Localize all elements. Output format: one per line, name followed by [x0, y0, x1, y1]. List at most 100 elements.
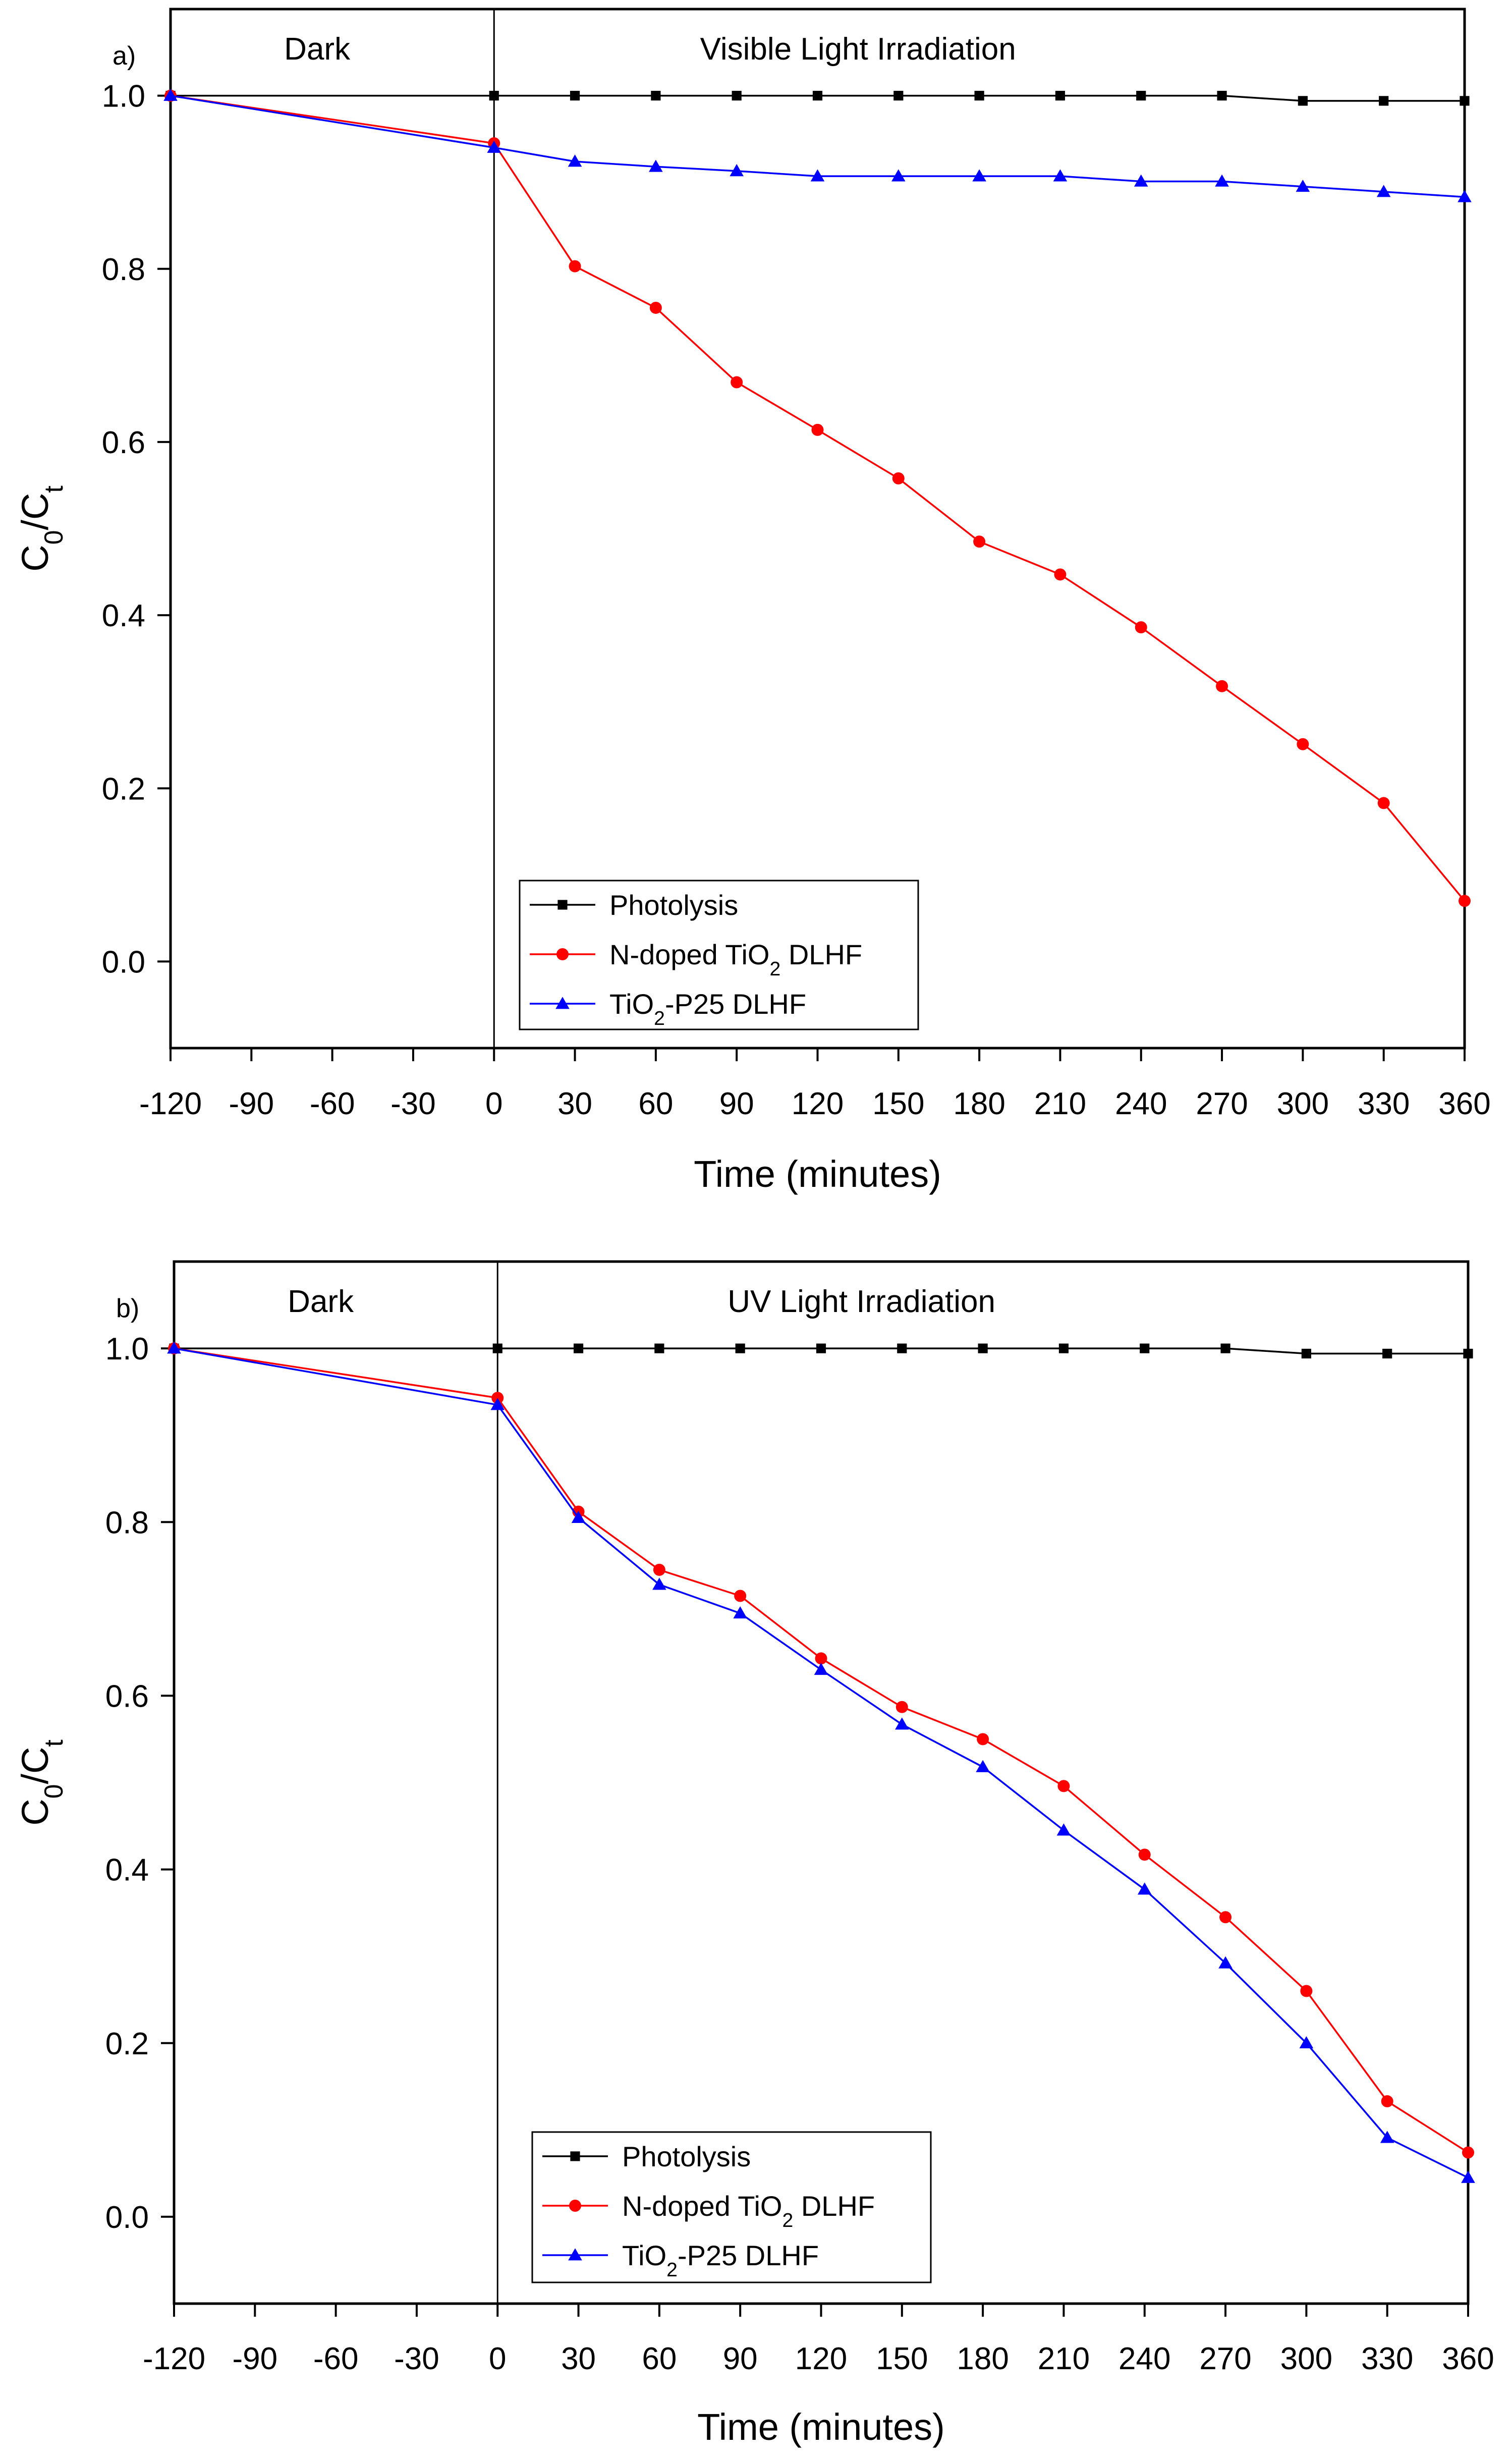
y-tick-label: 0.6: [105, 1679, 149, 1714]
data-point: [891, 169, 906, 182]
data-point: [811, 423, 824, 436]
data-point: [1057, 1780, 1070, 1792]
data-point: [895, 1701, 908, 1713]
x-axis-title: Time (minutes): [694, 1153, 941, 1195]
x-tick-label: 210: [1038, 2341, 1090, 2376]
series-triangle: [163, 88, 1472, 202]
legend-label: TiO2-P25 DLHF: [622, 2240, 819, 2281]
x-tick-label: -120: [139, 1086, 202, 1121]
data-point: [490, 1398, 505, 1410]
y-tick-label: 1.0: [102, 79, 145, 114]
x-tick-label: 150: [872, 1086, 924, 1121]
series-line: [174, 1347, 1469, 2154]
panel-b: -120 -90 -60 -30 0 30 60 90 120 150 180 210 240 270 30…: [14, 1260, 1494, 2448]
data-point: [972, 169, 986, 182]
data-point: [1138, 1848, 1151, 1861]
legend-label: N-doped TiO2 DLHF: [609, 939, 862, 980]
data-point: [1382, 1348, 1392, 1359]
data-point: [654, 1343, 664, 1353]
data-point: [1381, 2095, 1393, 2108]
series-line: [171, 94, 1465, 102]
data-point: [1463, 1348, 1473, 1359]
x-tick-label: 330: [1361, 2341, 1413, 2376]
legend-label: TiO2-P25 DLHF: [609, 988, 806, 1029]
x-tick-label: 270: [1196, 1086, 1248, 1121]
x-tick-label: 120: [792, 1086, 844, 1121]
x-tick-label: 90: [723, 2341, 758, 2376]
series-line: [170, 94, 1466, 902]
legend-marker: [556, 948, 569, 960]
x-tick-label: 30: [557, 1086, 592, 1121]
x-tick-label: -90: [233, 2341, 278, 2376]
series-line: [170, 94, 1465, 198]
x-tick-label: -90: [229, 1086, 274, 1121]
data-point: [1298, 96, 1308, 106]
data-point: [1297, 738, 1309, 750]
x-tick-label: 30: [561, 2341, 596, 2376]
panel-a: -120 -90 -60 -30 0 30 60 90 120 150 180 210 240 270 30…: [14, 8, 1491, 1195]
x-tick-label: 360: [1438, 1086, 1490, 1121]
data-point: [1140, 1343, 1150, 1353]
x-tick-label: 240: [1115, 1086, 1167, 1121]
data-point: [1137, 1882, 1152, 1895]
data-point: [1056, 1823, 1071, 1836]
x-tick-label: 300: [1280, 2341, 1332, 2376]
data-point: [730, 164, 744, 177]
region-label-light: UV Light Irradiation: [727, 1284, 995, 1319]
data-point: [973, 535, 986, 548]
data-point: [1058, 1343, 1069, 1353]
data-point: [1134, 174, 1148, 187]
panel-label: b): [116, 1294, 139, 1323]
data-point: [1296, 179, 1310, 192]
legend-label: Photolysis: [622, 2141, 751, 2172]
data-point: [568, 154, 582, 167]
x-tick-label: 180: [957, 2341, 1009, 2376]
legend-marker: [555, 997, 570, 1009]
series-line: [174, 1347, 1468, 1355]
series-square: [165, 90, 1470, 106]
data-point: [570, 90, 580, 101]
data-point: [489, 90, 499, 101]
data-point: [573, 1343, 584, 1353]
data-point: [492, 1343, 502, 1353]
data-point: [977, 1733, 989, 1745]
x-tick-label: 300: [1277, 1086, 1329, 1121]
data-point: [649, 301, 662, 314]
data-point: [812, 90, 823, 101]
region-label-light: Visible Light Irradiation: [700, 32, 1016, 67]
data-point: [897, 1343, 907, 1353]
data-point: [893, 90, 904, 101]
data-point: [1460, 96, 1470, 106]
data-point: [816, 1343, 826, 1353]
data-point: [1053, 169, 1068, 182]
y-tick-label: 0.4: [105, 1853, 149, 1888]
data-point: [1459, 895, 1471, 907]
data-point: [163, 88, 178, 101]
data-point: [167, 1341, 181, 1354]
data-point: [733, 1606, 747, 1619]
data-point: [1300, 1985, 1313, 1997]
data-point: [1217, 90, 1227, 101]
x-tick-label: 150: [876, 2341, 928, 2376]
y-tick-label: 0.8: [105, 1505, 149, 1540]
y-tick-label: 0.8: [102, 252, 145, 287]
y-axis-title: C0/Ct: [14, 1739, 68, 1826]
x-tick-label: 120: [795, 2341, 847, 2376]
x-tick-label: 360: [1442, 2341, 1494, 2376]
data-point: [1299, 2036, 1314, 2049]
x-tick-label: 0: [489, 2341, 506, 2376]
data-point: [649, 159, 663, 172]
region-label-dark: Dark: [288, 1284, 354, 1319]
data-point: [653, 1563, 665, 1576]
data-point: [978, 1343, 988, 1353]
series-square: [169, 1343, 1473, 1359]
data-point: [734, 1590, 747, 1602]
data-point: [895, 1717, 909, 1730]
data-point: [571, 1510, 586, 1523]
panel-label: a): [113, 41, 136, 71]
x-tick-label: 60: [642, 2341, 677, 2376]
data-point: [814, 1662, 828, 1675]
legend: Photolysis N-doped TiO2 DLHF TiO2-P25 DLHF: [519, 880, 919, 1030]
x-tick-label: 180: [953, 1086, 1005, 1121]
series-circle: [164, 89, 1471, 907]
